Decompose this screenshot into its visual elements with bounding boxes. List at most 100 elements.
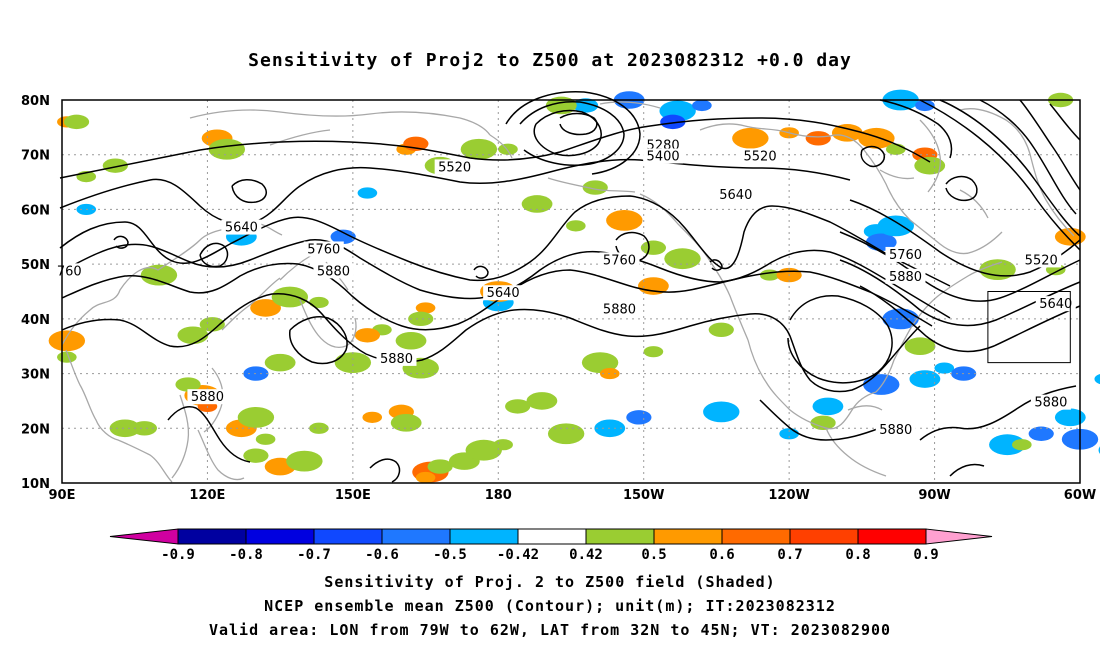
sensitivity-patch (427, 459, 453, 474)
contour-label-bg (434, 159, 475, 175)
sensitivity-patch (805, 131, 831, 146)
lon-tick-label: 120W (768, 488, 809, 503)
sensitivity-patch (465, 439, 502, 461)
lon-tick-label: 180 (485, 488, 512, 503)
sensitivity-patch (521, 195, 553, 213)
colorbar-label: 0.5 (641, 547, 666, 563)
sensitivity-patch (505, 399, 531, 414)
colorbar-label: -0.8 (229, 547, 263, 563)
colorbar-label: 0.8 (845, 547, 870, 563)
sensitivity-patch (909, 370, 941, 388)
sensitivity-patch (415, 471, 436, 484)
footer-line-1: Sensitivity of Proj. 2 to Z500 field (Sh… (324, 573, 776, 591)
footer-line-3: Valid area: LON from 79W to 62W, LAT fro… (208, 621, 892, 639)
colorbar-label: -0.42 (497, 547, 539, 563)
sensitivity-patch (309, 422, 329, 434)
sensitivity-patch (643, 346, 664, 358)
lat-tick-label: 30N (21, 368, 50, 383)
sensitivity-patch (63, 114, 90, 130)
sensitivity-patch (1028, 426, 1054, 441)
sensitivity-patch (264, 353, 296, 372)
contour-label-bg (885, 246, 926, 262)
sensitivity-patch (703, 401, 740, 423)
contour-label-bg (376, 350, 417, 366)
contour-label-bg (875, 422, 916, 438)
sensitivity-patch (362, 411, 383, 423)
contour-label-bg (715, 186, 756, 202)
sensitivity-patch (395, 331, 427, 350)
sensitivity-patch (498, 143, 518, 155)
contour-label: 5880 (380, 352, 413, 367)
contour-label: 5400 (647, 149, 680, 164)
contour-label: 5520 (744, 149, 777, 164)
valid-area-box (987, 291, 1071, 364)
sensitivity-patch (904, 337, 936, 356)
sensitivity-patch (934, 362, 955, 374)
sensitivity-patch (1094, 373, 1100, 385)
sensitivity-patch (460, 138, 498, 160)
sensitivity-patch (243, 448, 269, 463)
contour-label: 5520 (1025, 253, 1058, 268)
latitude-labels: 10N 20N 30N 40N 50N 60N 70N 80N (21, 94, 50, 492)
coastlines (61, 101, 1075, 483)
sensitivity-patch (812, 397, 844, 416)
colorbar-box (789, 528, 859, 545)
contour-label: 5520 (438, 160, 471, 175)
sensitivity-patch (664, 248, 701, 270)
sensitivity-patch (330, 229, 356, 244)
colorbar-box (313, 528, 383, 545)
sensitivity-patch (493, 439, 513, 451)
sensitivity-patch (208, 138, 246, 160)
colorbar-left-triangle (109, 528, 179, 545)
lon-tick-label: 60W (1064, 488, 1096, 503)
sensitivity-patch (271, 286, 309, 308)
lon-tick-label: 120E (189, 488, 225, 503)
footer-line-2: NCEP ensemble mean Z500 (Contour); unit(… (264, 597, 836, 615)
lat-tick-label: 40N (21, 313, 50, 328)
sensitivity-patch (831, 124, 863, 142)
colorbar-label: 0.6 (709, 547, 734, 563)
sensitivity-patch (354, 328, 380, 343)
colorbar-label: -0.5 (433, 547, 467, 563)
contour-label: 5760 (889, 248, 922, 263)
sensitivity-patch (547, 423, 585, 445)
contour-label: 5640 (1039, 297, 1072, 312)
lon-tick-label: 90E (49, 488, 76, 503)
contour-labels: 5280540055205520564056405760588056405760… (49, 137, 1076, 438)
sensitivity-patch (626, 410, 652, 425)
sensitivity-patch (914, 156, 946, 175)
colorbar-label: 0.9 (913, 547, 938, 563)
longitude-labels: 90E 120E 150E 180 150W 120W 90W 60W (49, 488, 1097, 503)
sensitivity-patch (199, 317, 225, 332)
colorbar-box (857, 528, 927, 545)
colorbar-box (245, 528, 315, 545)
sensitivity-patch (708, 322, 734, 337)
colorbar-box (517, 528, 587, 545)
contour-label: 5880 (879, 423, 912, 438)
contour-label-bg (483, 285, 524, 301)
sensitivity-patch (415, 302, 436, 314)
contour-label: 5880 (191, 390, 224, 405)
contour-label-bg (49, 263, 90, 279)
chart-title: Sensitivity of Proj2 to Z500 at 20230823… (248, 50, 852, 71)
sensitivity-patch (863, 374, 900, 395)
sensitivity-patch (692, 99, 712, 112)
sensitivity-patch (408, 311, 434, 327)
colorbar-box (381, 528, 451, 545)
sensitivity-patch (175, 377, 201, 392)
colorbar-box (177, 528, 247, 545)
sensitivity-patch (309, 296, 329, 309)
colorbar-box (721, 528, 791, 545)
lon-tick-label: 90W (918, 488, 950, 503)
sensitivity-patch (810, 415, 836, 431)
sensitivity-patch (390, 414, 422, 432)
sensitivity-patch (582, 180, 608, 195)
plot-frame (61, 99, 1081, 484)
contour-label-bg (313, 263, 354, 279)
sensitivity-patch (915, 99, 935, 112)
contour-label: 5880 (317, 264, 350, 279)
contour-label-bg (187, 389, 228, 405)
sensitivity-patch (581, 352, 619, 374)
